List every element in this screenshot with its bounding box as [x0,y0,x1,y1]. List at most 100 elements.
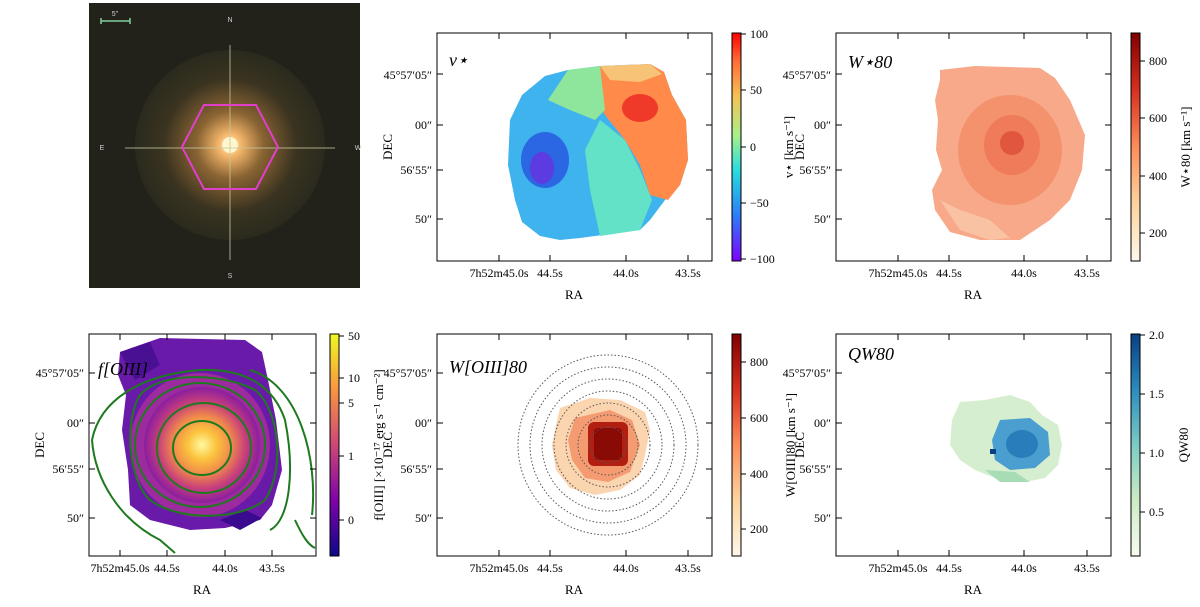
colorbar-tick: 0 [750,140,756,154]
ytick-label: 00″ [814,416,831,430]
ytick-label: 56′55″ [400,163,432,177]
xtick-label: 44.5s [936,561,962,575]
xtick-label: 44.5s [537,561,563,575]
ytick-label: 00″ [814,118,831,132]
xtick-label: 43.5s [259,561,285,575]
ytick-label: 56′55″ [799,462,831,476]
colorbar-oiii-flux [329,333,340,557]
colorbar-tick: 0.5 [1149,505,1164,519]
ytick-label: 50″ [814,511,831,525]
panel-stellar-w80-frame [835,32,1112,262]
compass-south: S [228,273,233,280]
xtick-label: 7h52m45.0s [469,266,528,280]
xtick-label: 43.5s [675,561,701,575]
ytick-label: 45°57′05″ [783,366,831,380]
x-axis-label: RA [193,582,212,597]
xtick-label: 7h52m45.0s [469,561,528,575]
ytick-label: 45°57′05″ [783,68,831,82]
panel-label-w80-oiii: W[OIII]80 [449,357,527,377]
colorbar-label: f[OIII] [×10⁻¹⁷ erg s⁻¹ cm⁻²] [371,369,386,520]
colorbar-tick: 5 [348,396,354,410]
scale-bar-label: 5" [112,11,119,18]
colorbar-tick: 400 [750,467,768,481]
colorbar-tick: 400 [1149,169,1167,183]
xtick-label: 44.0s [613,266,639,280]
xtick-label: 44.0s [613,561,639,575]
xtick-label: 7h52m45.0s [90,561,149,575]
optical-image-panel: 5" N S E W [89,3,362,288]
xtick-label: 7h52m45.0s [868,266,927,280]
colorbar-oiii-w80 [731,333,742,557]
colorbar-stellar-velocity [731,32,742,262]
xtick-label: 43.5s [675,266,701,280]
ytick-label: 50″ [415,511,432,525]
colorbar-tick: 200 [750,522,768,536]
colorbar-tick: 2.0 [1149,328,1164,342]
ytick-label: 56′55″ [52,462,84,476]
xtick-label: 43.5s [1074,266,1100,280]
xtick-label: 44.0s [212,561,238,575]
panel-label-qw80: QW80 [848,344,894,364]
colorbar-tick: 800 [750,355,768,369]
ticks-p2 [836,33,1111,261]
velocity-redshift-region [590,64,688,200]
ytick-label: 00″ [415,118,432,132]
ticks-p1 [437,33,712,261]
ticks-p4 [437,334,712,556]
panel-oiii-flux: f[OIII] 45°57′05″ 00″ 56′55″ 50″ 7h52m45… [32,329,386,597]
panel-oiii-w80: W[OIII]80 45°57′05″ 00″ 56′55″ 50″ 7h52m… [380,333,798,597]
xtick-label: 44.5s [537,266,563,280]
panel-stellar-velocity-frame [436,32,713,262]
ytick-label: 50″ [814,212,831,226]
aperture-rings [517,354,699,536]
colorbar-tick: 100 [750,27,768,41]
oiii-contours [91,368,316,554]
ytick-label: 50″ [415,212,432,226]
y-axis-label: DEC [792,134,807,160]
colorbar-tick: 50 [750,83,762,97]
colorbar-label: W⋆80 [km s⁻¹] [1178,107,1193,188]
ytick-label: 50″ [67,511,84,525]
velocity-systemic-region [548,66,605,120]
x-axis-label: RA [565,582,584,597]
xtick-label: 44.0s [1011,266,1037,280]
colorbar-tick: 1 [348,449,354,463]
y-axis-label: DEC [32,432,47,458]
panel-stellar-velocity: v⋆ 45°57′05″ 00″ 56′55″ 50″ 7h52m45.0s 4… [380,27,796,302]
ytick-label: 45°57′05″ [36,366,84,380]
colorbar-tick: 10 [348,371,360,385]
x-axis-label: RA [964,287,983,302]
panel-oiii-flux-frame [88,333,317,557]
panel-label-w80-star: W⋆80 [848,52,892,72]
ytick-label: 56′55″ [400,462,432,476]
panel-oiii-w80-frame [436,333,713,557]
y-axis-label: DEC [380,432,395,458]
colorbar-tick: 800 [1149,54,1167,68]
ticks-p5 [836,334,1111,556]
colorbar-tick: −100 [750,252,775,266]
y-axis-label: DEC [792,432,807,458]
compass-north: N [227,17,232,24]
xtick-label: 7h52m45.0s [868,561,927,575]
colorbar-tick: 200 [1149,226,1167,240]
ytick-label: 56′55″ [799,163,831,177]
compass-west: W [355,145,362,152]
w80-peak [1000,131,1024,155]
compass-east: E [100,145,105,152]
panel-w80-ratio-frame [835,333,1112,557]
colorbar-tick: 0 [348,513,354,527]
colorbar-w80-ratio [1130,333,1141,557]
xtick-label: 44.5s [154,561,180,575]
ytick-label: 00″ [67,416,84,430]
colorbar-label: W[OIII]80 [km s⁻¹] [783,393,798,497]
ticks-p3 [89,334,316,556]
ytick-label: 45°57′05″ [384,366,432,380]
oiii-flux-core [144,387,260,503]
x-axis-label: RA [964,582,983,597]
colorbar-label: QW80 [1176,428,1191,463]
xtick-label: 43.5s [1074,561,1100,575]
colorbar-tick: 600 [750,411,768,425]
colorbar-tick: −50 [750,196,769,210]
colorbar-tick: 50 [348,329,360,343]
